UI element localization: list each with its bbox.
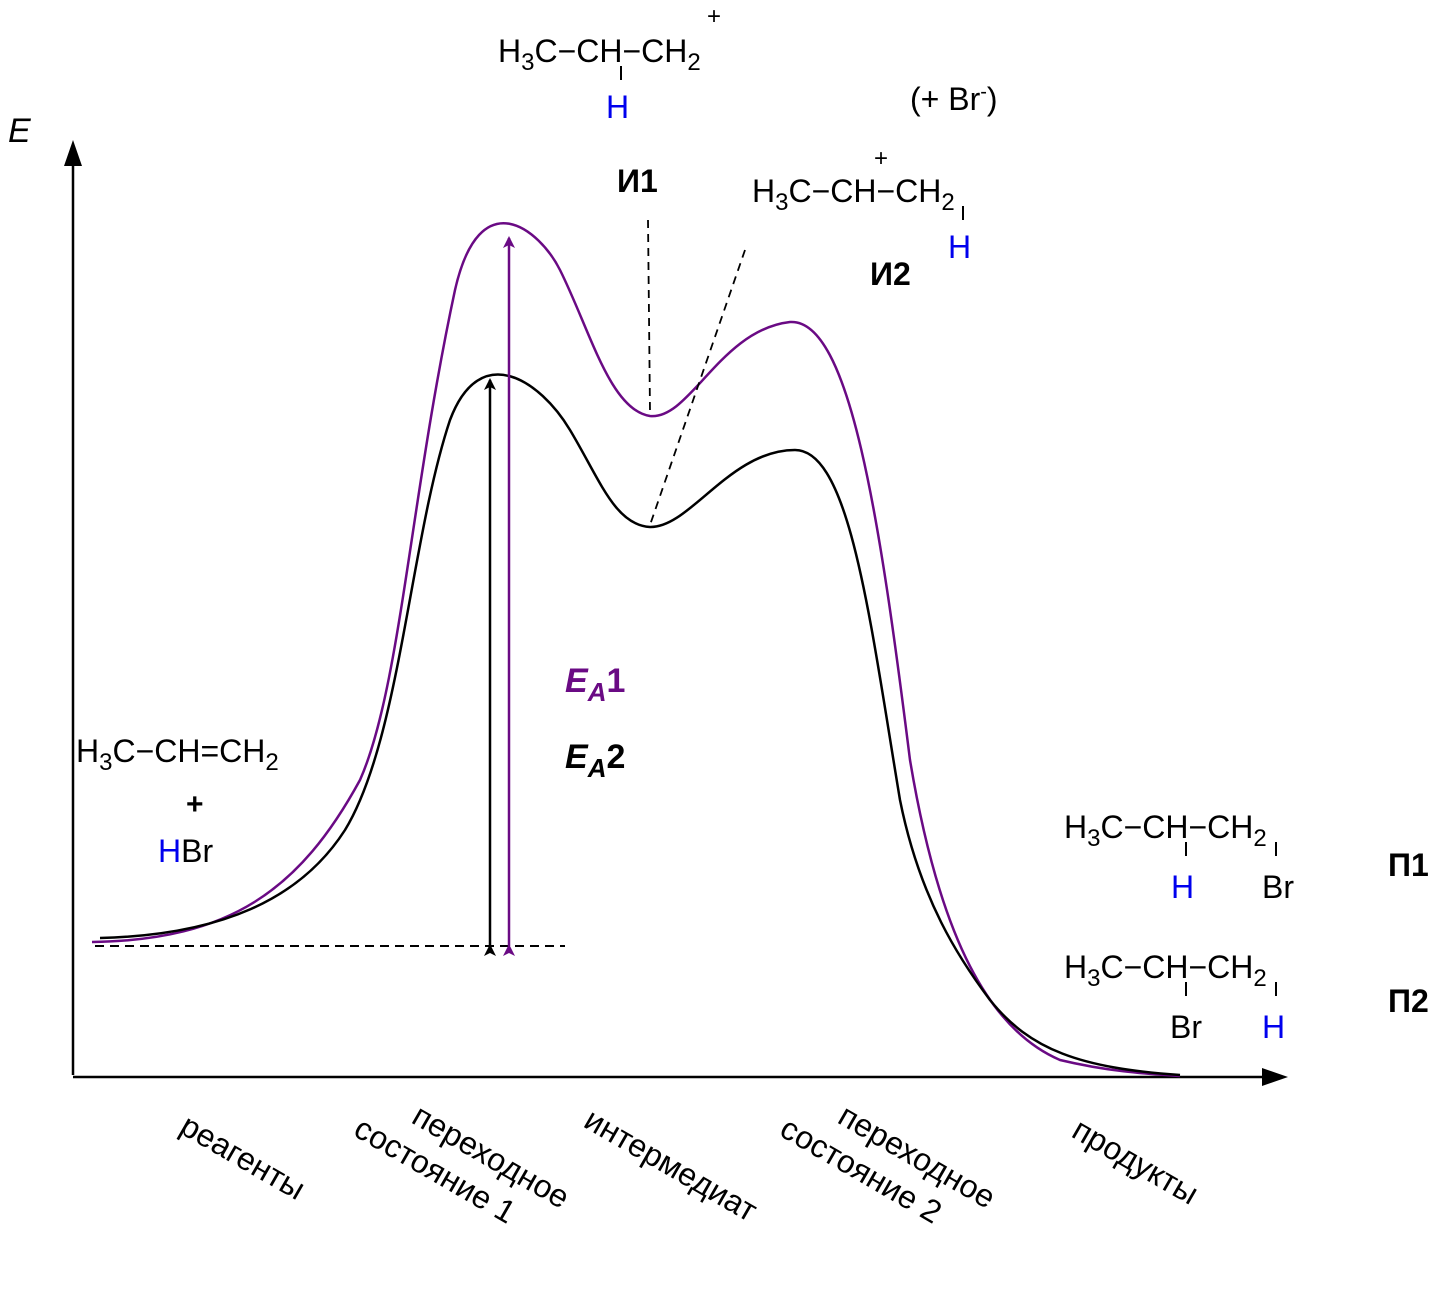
i1-pointer (647, 219, 651, 413)
intermediate-1-label: И1 (617, 163, 658, 199)
svg-text:H: H (1171, 869, 1194, 905)
product-2-structure: H3C−CH−CH2 Br H (1064, 949, 1285, 1045)
curve-pathway-2 (99, 373, 1181, 1077)
reagents-structure: H3C−CH=CH2 + HBr (76, 733, 279, 869)
svg-text:Br: Br (1170, 1009, 1202, 1045)
intermediate-2-structure: H3C−CH−CH2 + H (752, 145, 971, 265)
i2-pointer (649, 249, 746, 526)
svg-text:H3C−CH−CH2: H3C−CH−CH2 (752, 173, 955, 216)
x-category-transition-state-2: переходное состояние 2 (774, 1097, 1001, 1231)
svg-text:EA1: EA1 (565, 662, 625, 707)
product-2-label: П2 (1388, 983, 1429, 1019)
x-category-reagents: реагенты (175, 1107, 312, 1207)
x-category-transition-state-1: переходное состояние 1 (348, 1097, 575, 1231)
product-1-label: П1 (1388, 847, 1429, 883)
ea2-label: EA2 (565, 738, 625, 783)
svg-text:HBr: HBr (158, 833, 213, 869)
svg-text:H: H (1262, 1009, 1285, 1045)
x-axis-arrowhead (1262, 1068, 1288, 1086)
svg-text:+: + (874, 145, 888, 172)
bromide-counter-ion: (+ Br-) (910, 81, 998, 117)
svg-text:+: + (186, 788, 204, 821)
svg-text:Br: Br (1262, 869, 1294, 905)
svg-text:H3C−CH−CH2: H3C−CH−CH2 (1064, 949, 1267, 992)
svg-text:H: H (606, 89, 629, 125)
svg-text:H3C−CH−CH2: H3C−CH−CH2 (498, 33, 701, 76)
y-axis-arrowhead (64, 140, 82, 166)
product-1-structure: H3C−CH−CH2 H Br (1064, 809, 1294, 905)
svg-text:H3C−CH=CH2: H3C−CH=CH2 (76, 733, 279, 776)
svg-text:H3C−CH−CH2: H3C−CH−CH2 (1064, 809, 1267, 852)
x-category-intermediate: интермедиат (579, 1101, 764, 1229)
ea1-label: EA1 (565, 662, 625, 707)
svg-text:продукты: продукты (1067, 1111, 1205, 1212)
svg-text:EA2: EA2 (565, 738, 625, 783)
svg-text:H: H (948, 229, 971, 265)
intermediate-1-structure: H3C−CH−CH2 + H (498, 3, 721, 125)
curve-pathway-1 (91, 222, 1181, 1078)
x-category-products: продукты (1067, 1111, 1205, 1212)
y-axis-label: E (8, 112, 31, 150)
svg-text:реагенты: реагенты (175, 1107, 312, 1207)
svg-text:+: + (707, 3, 721, 30)
intermediate-2-label: И2 (870, 256, 911, 292)
svg-text:интермедиат: интермедиат (579, 1101, 764, 1229)
